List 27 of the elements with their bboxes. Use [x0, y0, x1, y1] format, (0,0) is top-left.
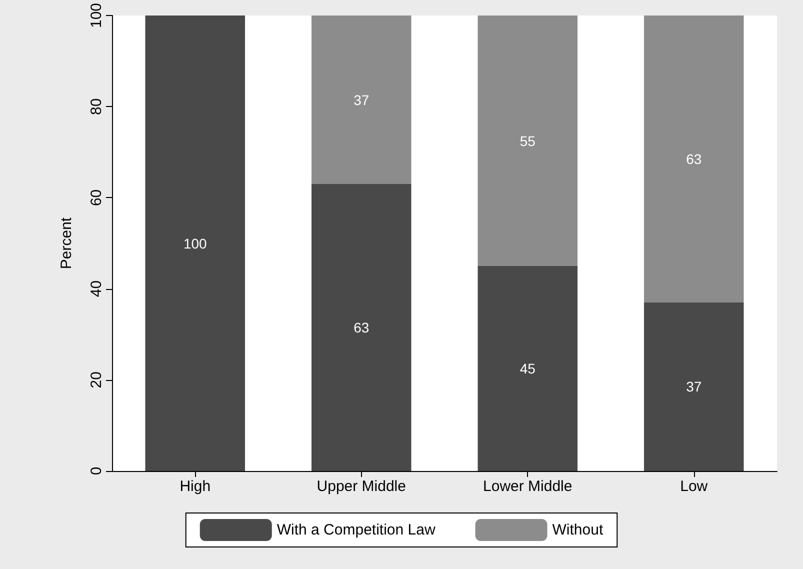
data-label: 37	[354, 92, 370, 108]
data-label: 37	[686, 378, 702, 395]
bar	[145, 16, 245, 471]
bar	[312, 184, 412, 471]
y-tick-label: 0	[88, 466, 105, 476]
data-label: 55	[520, 132, 536, 149]
data-label: 100	[183, 235, 208, 252]
x-tick-label: Lower Middle	[483, 478, 572, 495]
data-label: 63	[354, 320, 370, 336]
x-tick-label: High	[180, 478, 211, 495]
y-tick-label: 100	[88, 3, 105, 28]
data-label: 63	[686, 150, 702, 167]
y-axis-title: Percent	[58, 216, 75, 270]
bar	[644, 16, 744, 302]
legend-label: With a Competition Law	[276, 522, 436, 538]
y-tick-label: 80	[88, 98, 105, 115]
bar	[644, 302, 744, 471]
legend-label: Without	[552, 522, 604, 538]
bar	[478, 16, 578, 266]
data-label: 45	[520, 360, 536, 377]
x-tick-label: Upper Middle	[316, 478, 406, 495]
y-tick-label: 60	[88, 189, 105, 206]
x-tick-label: Low	[680, 478, 708, 495]
y-tick-label: 20	[88, 372, 105, 388]
bar	[312, 16, 412, 184]
y-tick-label: 40	[88, 280, 105, 298]
bar	[478, 266, 578, 471]
